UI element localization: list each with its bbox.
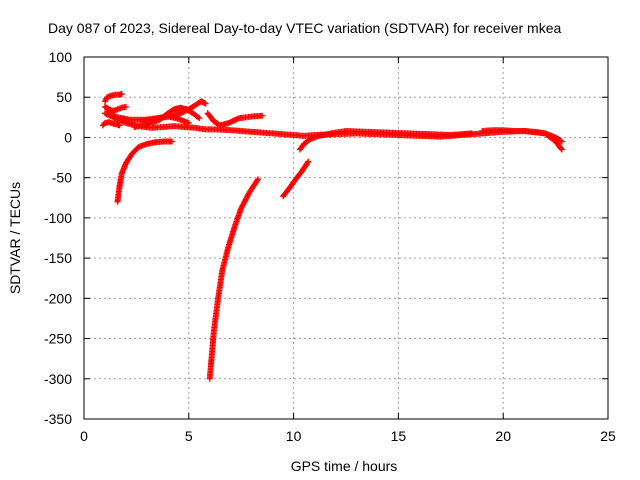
data-series	[280, 158, 312, 200]
x-tick-label: 10	[286, 428, 302, 444]
data-point-marker	[468, 130, 475, 137]
data-series	[101, 103, 129, 114]
x-axis-label: GPS time / hours	[291, 458, 398, 474]
axis-ticks: 0 5 10 15 20 25 100 50 0 -50 -100 -150 -200 -250 -300 -…	[44, 49, 616, 444]
y-tick-label: 0	[64, 129, 72, 145]
data-point-marker	[185, 119, 192, 126]
data-series	[114, 138, 176, 205]
data-point-marker	[169, 138, 176, 145]
data-series	[296, 128, 349, 153]
data-series	[101, 91, 125, 105]
y-tick-label: -300	[44, 371, 72, 387]
y-tick-label: -100	[44, 210, 72, 226]
plot-frame	[83, 56, 609, 420]
y-tick-label: -150	[44, 250, 72, 266]
data-point-marker	[196, 115, 203, 122]
y-axis-label: SDTVAR / TECUs	[7, 182, 23, 294]
y-tick-label: -50	[52, 170, 72, 186]
y-tick-label: -250	[44, 331, 72, 347]
data-point-marker	[304, 159, 311, 166]
data-point-marker	[557, 137, 564, 144]
data-series	[204, 110, 266, 129]
data-series	[206, 176, 261, 382]
data-point-marker	[305, 158, 312, 165]
y-tick-label: 100	[49, 49, 73, 65]
x-tick-label: 20	[495, 428, 511, 444]
y-tick-label: -350	[44, 411, 72, 427]
data-series	[479, 127, 565, 153]
data-point-marker	[118, 91, 125, 98]
data-series	[99, 119, 123, 129]
data-series	[139, 98, 209, 125]
data-point-marker	[195, 114, 202, 121]
data-point-marker	[202, 100, 209, 107]
data-point-marker	[254, 177, 261, 184]
x-tick-label: 5	[185, 428, 193, 444]
x-tick-label: 0	[80, 428, 88, 444]
x-tick-label: 15	[391, 428, 407, 444]
grid-lines	[84, 57, 608, 419]
data-point-marker	[116, 122, 123, 129]
data-point-marker	[557, 145, 564, 152]
data-point-marker	[254, 176, 261, 183]
data-points	[99, 91, 565, 382]
data-point-marker	[558, 146, 565, 153]
data-point-marker	[259, 112, 266, 119]
x-tick-label: 25	[600, 428, 616, 444]
data-point-marker	[122, 103, 129, 110]
data-point-marker	[558, 138, 565, 145]
y-tick-label: -200	[44, 290, 72, 306]
y-tick-label: 50	[56, 89, 72, 105]
chart-title: Day 087 of 2023, Sidereal Day-to-day VTE…	[48, 20, 561, 36]
data-series	[343, 128, 475, 139]
